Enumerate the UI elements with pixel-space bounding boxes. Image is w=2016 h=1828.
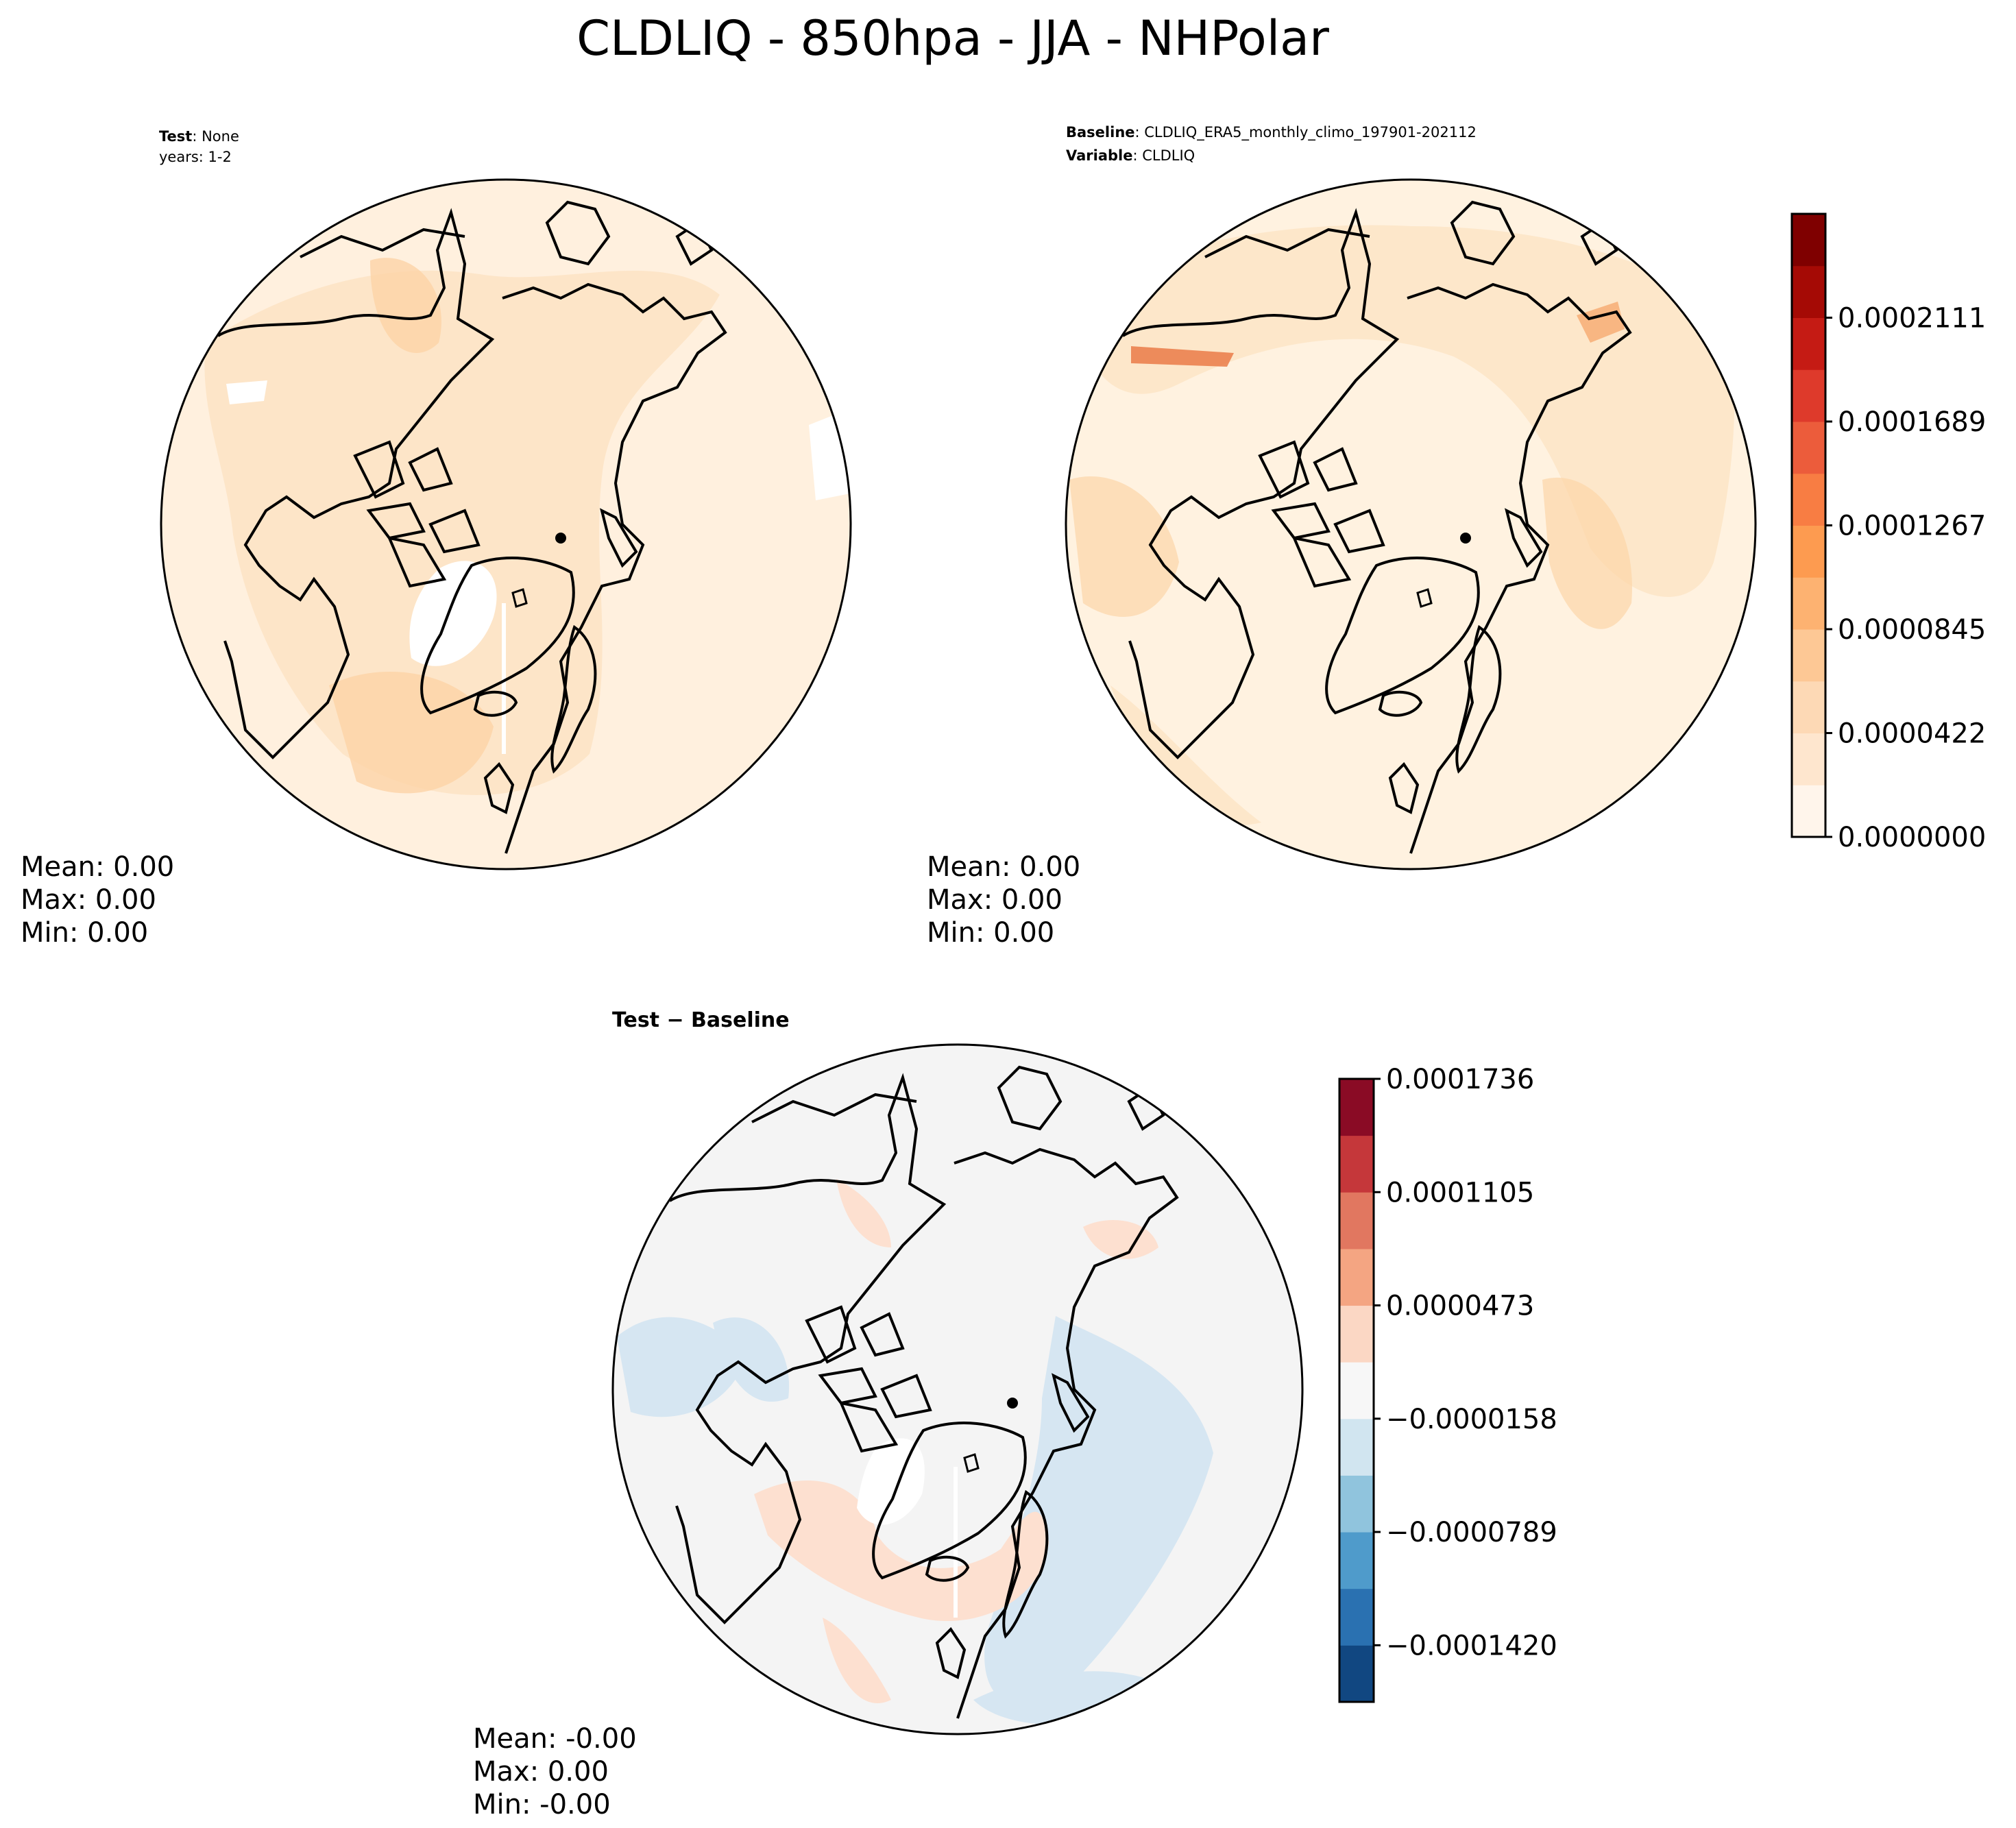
colorbar-cell [1792,473,1825,526]
test-min: Min: 0.00 [21,917,148,949]
main-colorbar: 0.0000000 0.0000422 0.0000845 0.0001267 0.00… [1790,212,1986,853]
colorbar-cell [1339,1305,1374,1363]
colorbar-cell [1792,577,1825,630]
colorbar-tick-label: −0.0001420 [1386,1630,1557,1661]
baseline-panel: Baseline: CLDLIQ_ERA5_monthly_climo_1979… [927,124,1757,949]
test-mean: Mean: 0.00 [21,851,174,883]
test-years: years: 1-2 [159,149,232,165]
test-map [161,180,851,869]
colorbar-cell [1792,214,1825,267]
diff-colorbar: −0.0001420 −0.0000789 −0.0000158 0.0000473 0… [1338,1064,1557,1703]
baseline-mean: Mean: 0.00 [927,851,1080,883]
colorbar-tick-label: −0.0000158 [1386,1404,1557,1435]
main-colorbar-ticks: 0.0000000 0.0000422 0.0000845 0.0001267 0.00… [1825,303,1986,853]
diff-globe-outline [611,1043,1304,1735]
colorbar-cell [1792,422,1825,474]
colorbar-cell [1339,1475,1374,1533]
colorbar-cell [1792,629,1825,682]
colorbar-tick-label: −0.0000789 [1386,1517,1557,1548]
colorbar-tick-label: 0.0002111 [1838,303,1986,334]
colorbar-cell [1339,1362,1374,1419]
baseline-label: Baseline: CLDLIQ_ERA5_monthly_climo_1979… [1066,124,1477,141]
colorbar-cell [1339,1079,1374,1136]
colorbar-tick-label: 0.0000422 [1838,718,1986,750]
test-globe-outline [160,178,852,870]
colorbar-tick-label: 0.0001105 [1386,1177,1534,1208]
diff-panel: Test − Baseline Mean: -0.00 Max: 0.00 Mi… [473,1008,1304,1820]
diff-colorbar-ticks: −0.0001420 −0.0000789 −0.0000158 0.0000473 0… [1374,1064,1557,1661]
colorbar-cell [1792,525,1825,578]
colorbar-cell [1792,369,1825,422]
colorbar-tick-label: 0.0001689 [1838,406,1986,438]
colorbar-cell [1339,1418,1374,1476]
test-panel: Test: None years: 1-2 Mean: 0.00 Max: 0.… [21,128,852,949]
baseline-map [1066,180,1756,869]
colorbar-tick-label: 0.0001736 [1386,1064,1534,1095]
colorbar-tick-label: 0.0000000 [1838,822,1986,853]
colorbar-tick-label: 0.0000845 [1838,614,1986,646]
baseline-variable: Variable: CLDLIQ [1066,147,1195,164]
colorbar-cell [1339,1192,1374,1250]
colorbar-cell [1339,1248,1374,1306]
colorbar-cell [1339,1135,1374,1193]
diff-label: Test − Baseline [612,1008,790,1032]
diff-mean: Mean: -0.00 [473,1723,637,1755]
baseline-globe-outline [1065,178,1757,870]
diff-map [613,1045,1302,1734]
diff-colorbar-cells [1339,1079,1374,1703]
colorbar-cell [1792,785,1825,838]
diff-max: Max: 0.00 [473,1756,609,1788]
colorbar-cell [1339,1588,1374,1646]
colorbar-cell [1339,1645,1374,1703]
test-max: Max: 0.00 [21,884,156,916]
colorbar-tick-label: 0.0001267 [1838,511,1986,542]
colorbar-cell [1792,733,1825,785]
baseline-min: Min: 0.00 [927,917,1054,949]
diff-colorbar-frame [1338,1077,1375,1703]
test-label: Test: None [159,128,239,145]
main-colorbar-cells [1792,214,1825,838]
colorbar-tick-label: 0.0000473 [1386,1291,1534,1322]
colorbar-cell [1792,681,1825,733]
figure-title: CLDLIQ - 850hpa - JJA - NHPolar [576,10,1329,66]
colorbar-cell [1339,1532,1374,1589]
colorbar-cell [1792,317,1825,370]
colorbar-cell [1792,265,1825,318]
baseline-max: Max: 0.00 [927,884,1062,916]
diff-min: Min: -0.00 [473,1789,611,1820]
